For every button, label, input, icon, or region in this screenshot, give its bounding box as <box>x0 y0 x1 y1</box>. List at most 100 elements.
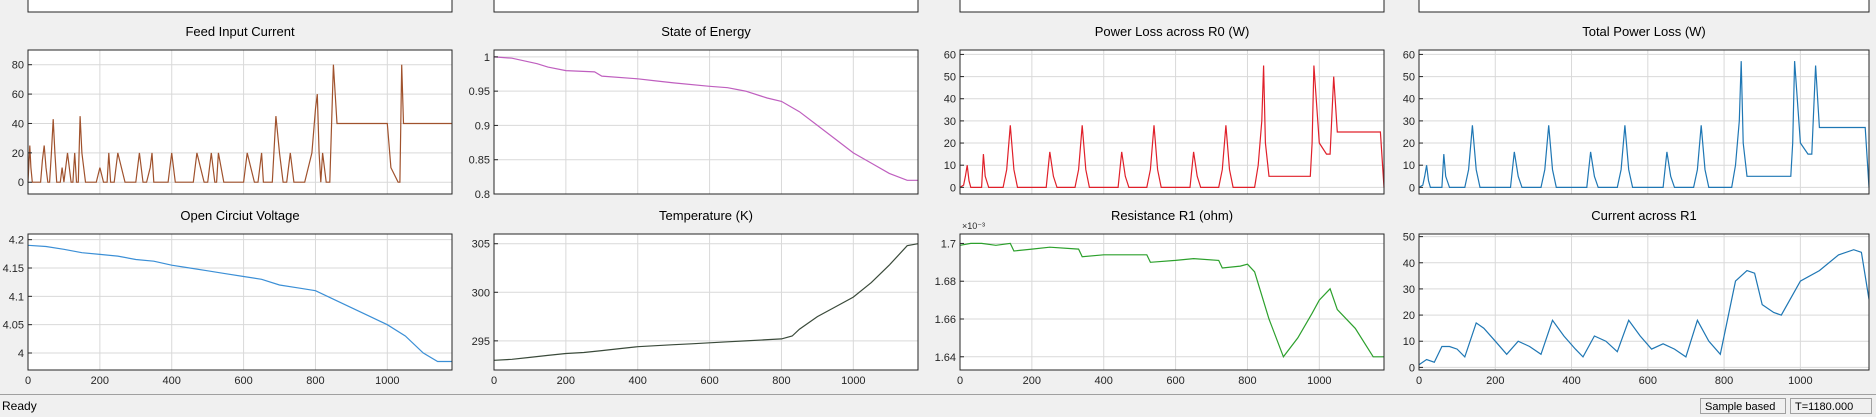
y-exponent-label: ×10⁻³ <box>962 221 985 231</box>
chart-panel-5: 4 4.05 4.1 4.15 4.2 0 200 400 600 800 1000 Open Cir… <box>3 208 453 387</box>
x-tick-label: 0 <box>491 375 497 387</box>
series-line <box>27 64 452 183</box>
y-tick-label: 30 <box>1403 284 1415 296</box>
plot-background <box>960 50 1384 194</box>
series-line <box>959 65 1385 188</box>
chart-panel-7: 1.64 1.66 1.68 1.7 0 200 400 600 800 1000 ×10⁻³ Res… <box>935 208 1385 387</box>
status-bar: Ready Sample based T=1180.000 <box>0 394 1876 417</box>
y-tick-label: 4 <box>18 348 24 360</box>
simulation-time-indicator: T=1180.000 <box>1790 398 1872 414</box>
y-tick-label: 4.1 <box>9 291 24 303</box>
chart-panel-4: 0 10 20 30 40 50 60 Total Power Loss (W) <box>1403 24 1870 195</box>
series-line <box>493 56 918 181</box>
partial-plot-frame <box>27 0 453 13</box>
y-tick-label: 60 <box>944 49 956 61</box>
y-tick-label: 4.2 <box>9 235 24 247</box>
x-tick-label: 200 <box>1486 375 1504 387</box>
y-tick-label: 4.05 <box>3 320 24 332</box>
plot-frame <box>1418 49 1870 195</box>
x-tick-label: 1000 <box>1788 375 1812 387</box>
y-tick-label: 0.85 <box>469 155 490 167</box>
y-tick-label: 40 <box>944 94 956 106</box>
plot-background <box>28 234 452 370</box>
plot-background <box>1419 234 1869 370</box>
plot-frame <box>27 49 453 195</box>
y-tick-label: 0 <box>18 177 24 189</box>
plot-background <box>494 50 918 194</box>
x-tick-label: 800 <box>1238 375 1256 387</box>
y-tick-label: 0 <box>1409 362 1415 374</box>
x-tick-label: 1000 <box>841 375 865 387</box>
series-line <box>1418 61 1870 188</box>
sample-mode-indicator: Sample based <box>1700 398 1786 414</box>
plot-background <box>960 234 1384 370</box>
plot-background <box>494 234 918 370</box>
y-tick-label: 80 <box>12 60 24 72</box>
y-tick-label: 20 <box>944 138 956 150</box>
chart-title: State of Energy <box>661 24 751 39</box>
chart-title: Resistance R1 (ohm) <box>1111 208 1233 223</box>
y-tick-label: 30 <box>944 116 956 128</box>
x-tick-label: 200 <box>557 375 575 387</box>
y-tick-label: 295 <box>472 336 490 348</box>
y-tick-label: 50 <box>944 72 956 84</box>
plot-frame <box>959 233 1385 371</box>
x-tick-label: 600 <box>700 375 718 387</box>
chart-title: Temperature (K) <box>659 208 753 223</box>
chart-title: Power Loss across R0 (W) <box>1095 24 1250 39</box>
plot-frame <box>493 49 919 195</box>
y-tick-label: 20 <box>1403 138 1415 150</box>
y-tick-label: 0.95 <box>469 86 490 98</box>
y-tick-label: 1.66 <box>935 314 956 326</box>
x-tick-label: 600 <box>1166 375 1184 387</box>
y-tick-label: 10 <box>944 160 956 172</box>
plot-frame <box>27 233 453 371</box>
y-tick-label: 10 <box>1403 160 1415 172</box>
series-line <box>27 244 452 363</box>
x-tick-label: 400 <box>163 375 181 387</box>
x-tick-label: 1000 <box>375 375 399 387</box>
y-tick-label: 40 <box>12 118 24 130</box>
x-tick-label: 0 <box>25 375 31 387</box>
y-tick-label: 20 <box>12 148 24 160</box>
chart-title: Total Power Loss (W) <box>1582 24 1706 39</box>
plot-background <box>28 50 452 194</box>
y-tick-label: 30 <box>1403 116 1415 128</box>
y-tick-label: 60 <box>12 89 24 101</box>
y-tick-label: 1.7 <box>941 238 956 250</box>
y-tick-label: 1.68 <box>935 276 956 288</box>
plot-frame <box>959 49 1385 195</box>
y-tick-label: 0.8 <box>475 189 490 201</box>
plot-frame <box>1418 233 1870 371</box>
plots-area: 0 20 40 60 80 Feed Input Current 0.8 0.85 0.9 0.9… <box>3 0 1870 387</box>
x-tick-label: 0 <box>957 375 963 387</box>
y-tick-label: 50 <box>1403 232 1415 244</box>
y-tick-label: 1 <box>484 52 490 64</box>
y-tick-label: 10 <box>1403 336 1415 348</box>
partial-plot-frame <box>1418 0 1870 13</box>
chart-panel-3: 0 10 20 30 40 50 60 Power Loss across R0 (W) <box>944 24 1385 195</box>
x-tick-label: 0 <box>1416 375 1422 387</box>
y-tick-label: 0 <box>950 182 956 194</box>
partial-plot-frame <box>493 0 919 13</box>
x-tick-label: 1000 <box>1307 375 1331 387</box>
chart-panel-1: 0 20 40 60 80 Feed Input Current <box>12 24 453 195</box>
y-tick-label: 40 <box>1403 94 1415 106</box>
y-tick-label: 0.9 <box>475 120 490 132</box>
x-tick-label: 800 <box>1715 375 1733 387</box>
x-tick-label: 200 <box>91 375 109 387</box>
series-line <box>959 242 1384 359</box>
chart-title: Feed Input Current <box>185 24 295 39</box>
chart-panel-8: 0 10 20 30 40 50 0 200 400 600 800 1000 Current acro… <box>1403 208 1870 387</box>
status-text: Ready <box>2 399 37 413</box>
plot-background <box>1419 50 1869 194</box>
series-line <box>493 243 919 361</box>
x-tick-label: 600 <box>1639 375 1657 387</box>
y-tick-label: 1.64 <box>935 352 956 364</box>
y-tick-label: 20 <box>1403 310 1415 322</box>
y-tick-label: 0 <box>1409 182 1415 194</box>
x-tick-label: 400 <box>629 375 647 387</box>
y-tick-label: 60 <box>1403 49 1415 61</box>
y-tick-label: 4.15 <box>3 263 24 275</box>
